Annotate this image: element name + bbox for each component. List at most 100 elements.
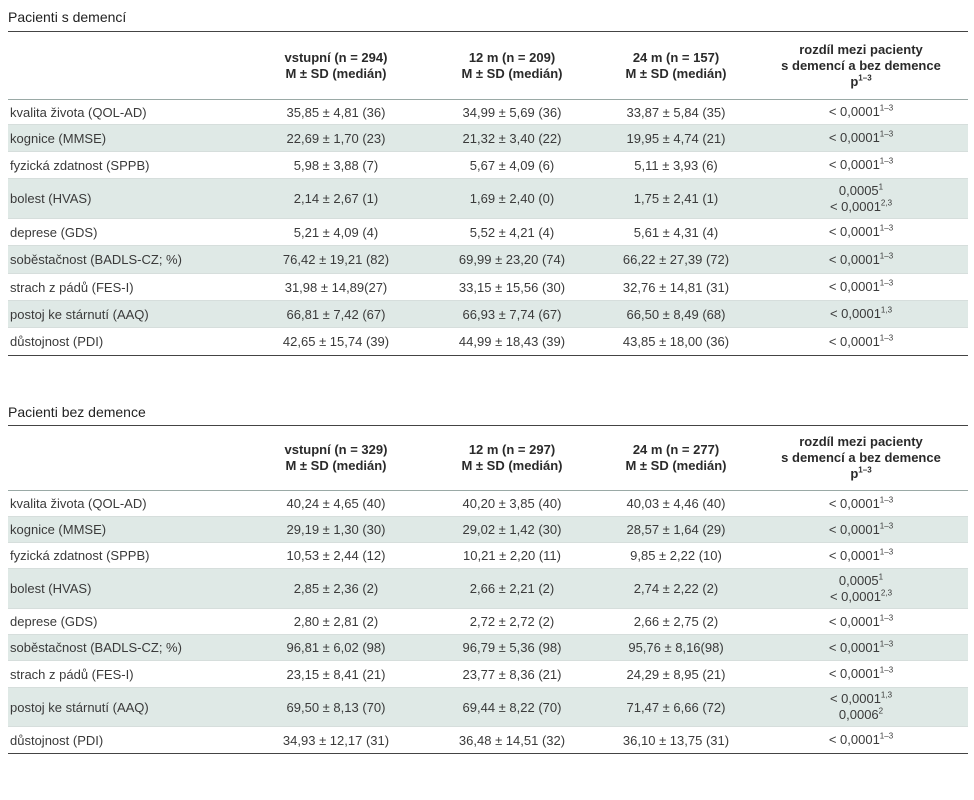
cell-baseline: 96,81 ± 6,02 (98) xyxy=(246,634,426,661)
p-value-line: < 0,00011–3 xyxy=(758,279,964,295)
cell-24m: 33,87 ± 5,84 (35) xyxy=(598,99,754,125)
cell-12m: 40,20 ± 3,85 (40) xyxy=(426,490,598,517)
p-value-sup: 1–3 xyxy=(879,495,894,505)
header-12m: 12 m (n = 297) M ± SD (medián) xyxy=(426,425,598,491)
p-value-line: < 0,00011–3 xyxy=(758,104,964,120)
p-value-sup: 1–3 xyxy=(879,156,894,166)
table-row: kvalita života (QOL-AD) 35,85 ± 4,81 (36)… xyxy=(8,99,968,125)
row-label: strach z pádů (FES-I) xyxy=(8,660,246,688)
p-value-sup: 1–3 xyxy=(879,103,894,113)
header-line: p1–3 xyxy=(758,466,964,482)
cell-12m: 10,21 ± 2,20 (11) xyxy=(426,542,598,569)
row-label: fyzická zdatnost (SPPB) xyxy=(8,151,246,179)
header-p: p xyxy=(850,466,859,481)
cell-baseline: 10,53 ± 2,44 (12) xyxy=(246,542,426,569)
cell-24m: 40,03 ± 4,46 (40) xyxy=(598,490,754,517)
table-row: soběstačnost (BADLS-CZ; %) 96,81 ± 6,02 (… xyxy=(8,634,968,661)
table-row: fyzická zdatnost (SPPB) 5,98 ± 3,88 (7) 5,… xyxy=(8,151,968,179)
p-value-line: < 0,00011–3 xyxy=(758,614,964,630)
header-24m: 24 m (n = 277) M ± SD (medián) xyxy=(598,425,754,491)
cell-baseline: 31,98 ± 14,89(27) xyxy=(246,273,426,301)
cell-p-value: 0,00051 < 0,00012,3 xyxy=(754,178,968,219)
row-label: důstojnost (PDI) xyxy=(8,726,246,754)
cell-24m: 43,85 ± 18,00 (36) xyxy=(598,327,754,356)
section-title: Pacienti s demencí xyxy=(8,9,127,25)
header-line: p1–3 xyxy=(758,74,964,90)
cell-p-value: < 0,00011–3 xyxy=(754,327,968,356)
table-row: postoj ke stárnutí (AAQ) 69,50 ± 8,13 (70… xyxy=(8,687,968,727)
cell-p-value: < 0,00011–3 xyxy=(754,124,968,152)
cell-baseline: 2,85 ± 2,36 (2) xyxy=(246,568,426,609)
p-value-sup: 1–3 xyxy=(879,613,894,623)
header-line: vstupní (n = 294) xyxy=(284,49,388,65)
header-24m: 24 m (n = 157) M ± SD (medián) xyxy=(598,31,754,100)
p-value-line: < 0,00011–3 xyxy=(758,334,964,350)
cell-12m: 66,93 ± 7,74 (67) xyxy=(426,300,598,328)
p-value-line: < 0,00011,3 xyxy=(758,306,964,322)
table-row: deprese (GDS) 5,21 ± 4,09 (4) 5,52 ± 4,21 … xyxy=(8,218,968,246)
p-value-sup: 1–3 xyxy=(879,278,894,288)
cell-12m: 1,69 ± 2,40 (0) xyxy=(426,178,598,219)
p-value: < 0,0001 xyxy=(829,306,881,321)
p-value-line: < 0,00011,3 xyxy=(758,691,964,707)
cell-24m: 19,95 ± 4,74 (21) xyxy=(598,124,754,152)
table-row: důstojnost (PDI) 42,65 ± 15,74 (39) 44,99 … xyxy=(8,327,968,356)
cell-12m: 5,52 ± 4,21 (4) xyxy=(426,218,598,246)
cell-24m: 2,66 ± 2,75 (2) xyxy=(598,608,754,635)
cell-baseline: 22,69 ± 1,70 (23) xyxy=(246,124,426,152)
header-row: vstupní (n = 294) M ± SD (medián) 12 m (… xyxy=(8,31,968,100)
cell-24m: 5,11 ± 3,93 (6) xyxy=(598,151,754,179)
header-p-sup: 1–3 xyxy=(858,465,872,475)
cell-baseline: 40,24 ± 4,65 (40) xyxy=(246,490,426,517)
cell-24m: 66,22 ± 27,39 (72) xyxy=(598,245,754,274)
p-value-line: < 0,00011–3 xyxy=(758,496,964,512)
cell-baseline: 2,80 ± 2,81 (2) xyxy=(246,608,426,635)
cell-24m: 9,85 ± 2,22 (10) xyxy=(598,542,754,569)
row-label: fyzická zdatnost (SPPB) xyxy=(8,542,246,569)
header-p: p xyxy=(850,73,859,89)
results-table-dementia: vstupní (n = 294) M ± SD (medián) 12 m (… xyxy=(8,31,968,356)
cell-p-value: < 0,00011–3 xyxy=(754,245,968,274)
p-value: < 0,0001 xyxy=(828,613,880,629)
cell-baseline: 29,19 ± 1,30 (30) xyxy=(246,516,426,543)
cell-12m: 29,02 ± 1,42 (30) xyxy=(426,516,598,543)
p-value: < 0,0001 xyxy=(828,279,880,294)
cell-p-value: < 0,00011,3 xyxy=(754,300,968,328)
p-value: < 0,0001 xyxy=(828,547,880,563)
cell-12m: 36,48 ± 14,51 (32) xyxy=(426,726,598,754)
header-line: s demencí a bez demence xyxy=(781,57,941,73)
p-value-sup: 1,3 xyxy=(880,690,893,700)
header-line: rozdíl mezi pacienty xyxy=(799,434,923,449)
cell-baseline: 69,50 ± 8,13 (70) xyxy=(246,687,426,727)
p-value: < 0,0001 xyxy=(828,732,880,747)
p-value-sup: 1–3 xyxy=(879,639,894,649)
header-line: 24 m (n = 277) xyxy=(632,442,720,457)
p-value-sup: 2,3 xyxy=(880,198,893,208)
p-value-line: 0,00051 xyxy=(758,573,964,589)
cell-12m: 21,32 ± 3,40 (22) xyxy=(426,124,598,152)
cell-12m: 23,77 ± 8,36 (21) xyxy=(426,660,598,688)
cell-12m: 33,15 ± 15,56 (30) xyxy=(426,273,598,301)
header-line: M ± SD (medián) xyxy=(625,458,727,473)
cell-24m: 1,75 ± 2,41 (1) xyxy=(598,178,754,219)
p-value-line: < 0,00011–3 xyxy=(758,130,964,146)
table-row: bolest (HVAS) 2,85 ± 2,36 (2) 2,66 ± 2,21 … xyxy=(8,568,968,609)
p-value-line: < 0,00011–3 xyxy=(758,666,964,682)
p-value-sup: 1–3 xyxy=(879,251,894,261)
p-value-line: < 0,00012,3 xyxy=(758,199,964,215)
p-value-line: < 0,00011–3 xyxy=(758,522,964,538)
table-row: strach z pádů (FES-I) 23,15 ± 8,41 (21) 23… xyxy=(8,660,968,688)
cell-24m: 32,76 ± 14,81 (31) xyxy=(598,273,754,301)
cell-12m: 2,66 ± 2,21 (2) xyxy=(426,568,598,609)
p-value-line: < 0,00011–3 xyxy=(758,224,964,240)
row-label: kognice (MMSE) xyxy=(8,516,246,543)
table-row: kognice (MMSE) 29,19 ± 1,30 (30) 29,02 ± 1… xyxy=(8,516,968,543)
cell-p-value: < 0,00011–3 xyxy=(754,273,968,301)
p-value: < 0,0001 xyxy=(828,130,880,145)
p-value-line: 0,00051 xyxy=(758,183,964,199)
p-value-sup: 1,3 xyxy=(880,305,893,315)
p-value: 0,0006 xyxy=(838,707,879,722)
p-value: < 0,0001 xyxy=(828,251,880,267)
row-label: důstojnost (PDI) xyxy=(8,327,246,356)
cell-p-value: < 0,00011–3 xyxy=(754,660,968,688)
